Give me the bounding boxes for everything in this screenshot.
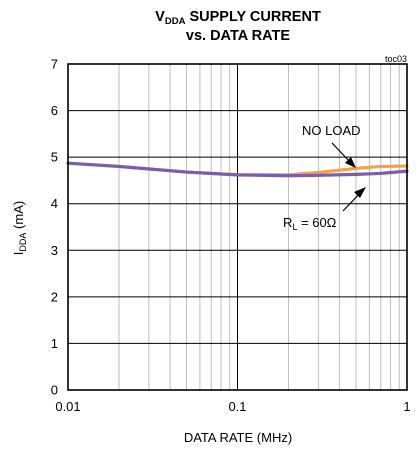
y-tick-labels: 0 1 2 3 4 5 6 7: [51, 57, 58, 398]
series-line-1: [66, 161, 409, 178]
y-tick-label: 3: [51, 243, 58, 258]
chart-title-line2: vs. DATA RATE: [186, 28, 291, 44]
y-tick-label: 6: [51, 103, 58, 118]
x-tick-label: 0.1: [228, 399, 246, 414]
plot-border: [67, 63, 408, 391]
annotation-rl-60: RL = 60Ω: [283, 215, 337, 232]
plot-frame: [67, 63, 408, 391]
y-tick-label: 2: [51, 289, 58, 304]
annotation-arrowhead-no-load: [345, 157, 356, 168]
x-tick-label: 0.01: [55, 399, 80, 414]
y-tick-label: 1: [51, 336, 58, 351]
y-tick-label: 5: [51, 150, 58, 165]
x-tick-labels: 0.01 0.1 1: [55, 399, 410, 414]
y-tick-label: 4: [51, 196, 58, 211]
series-lines: [66, 161, 409, 178]
annotation-arrowhead-rl-60: [354, 187, 366, 198]
y-axis-label: IDDA (mA): [11, 201, 28, 255]
x-tick-label: 1: [403, 399, 410, 414]
grid: [67, 63, 407, 391]
annotation-no-load: NO LOAD: [302, 123, 361, 138]
x-axis-label: DATA RATE (MHz): [184, 430, 292, 445]
y-tick-label: 0: [51, 383, 58, 398]
chart-title-line1: VDDA SUPPLY CURRENT: [155, 9, 321, 27]
figure-tag: toc03: [385, 54, 407, 64]
y-tick-label: 7: [51, 57, 58, 72]
